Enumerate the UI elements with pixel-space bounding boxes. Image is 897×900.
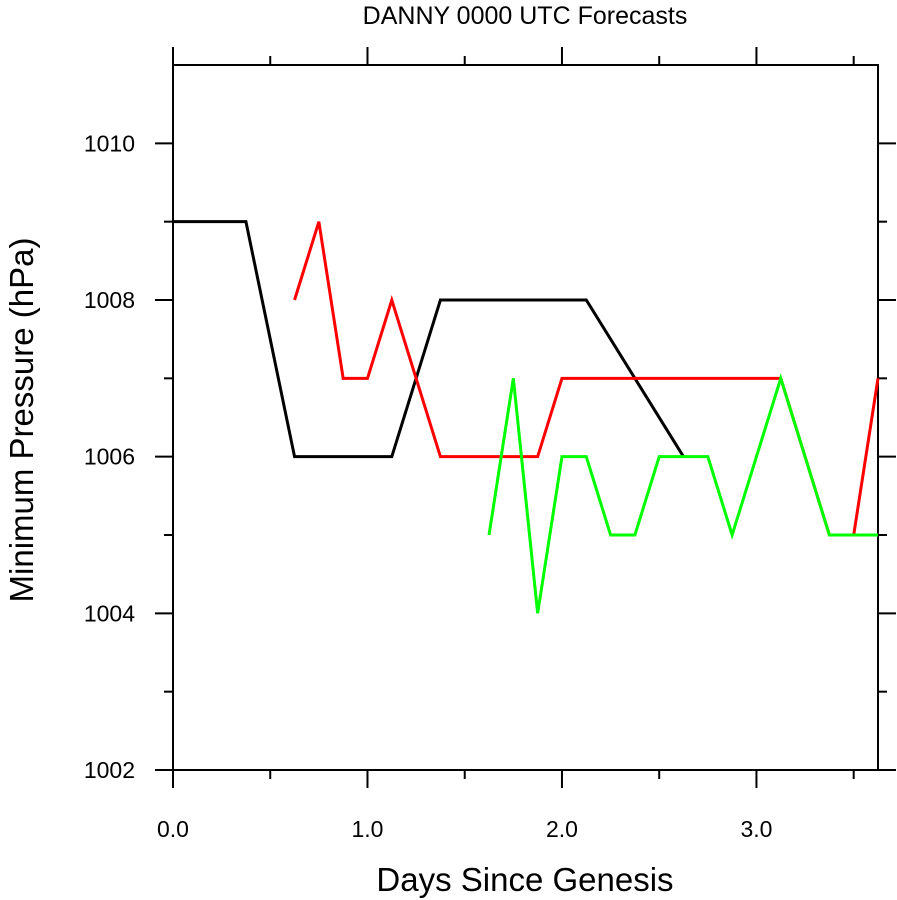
series-line-3: [487, 373, 878, 614]
plot-frame: [172, 64, 879, 771]
series-line-1: [173, 220, 685, 459]
chart-title: DANNY 0000 UTC Forecasts: [363, 2, 688, 30]
y-tick-label: 1004: [84, 600, 135, 626]
x-tick-label: 1.0: [351, 816, 383, 842]
x-axis-label: Days Since Genesis: [376, 861, 673, 898]
x-tick-label: 2.0: [546, 816, 578, 842]
y-tick-label: 1006: [84, 444, 135, 470]
y-tick-label: 1002: [84, 757, 135, 783]
plot-area: 0.0 1.0 2.0 3.0 1002 1004 1006 1008 1010: [84, 47, 896, 842]
y-tick-label: 1008: [84, 287, 135, 313]
y-tick-label: 1010: [84, 130, 135, 156]
series-line-2: [293, 221, 880, 537]
x-tick-label: 3.0: [740, 816, 772, 842]
x-tick-label: 0.0: [157, 816, 189, 842]
y-axis-label: Minimum Pressure (hPa): [3, 238, 40, 603]
